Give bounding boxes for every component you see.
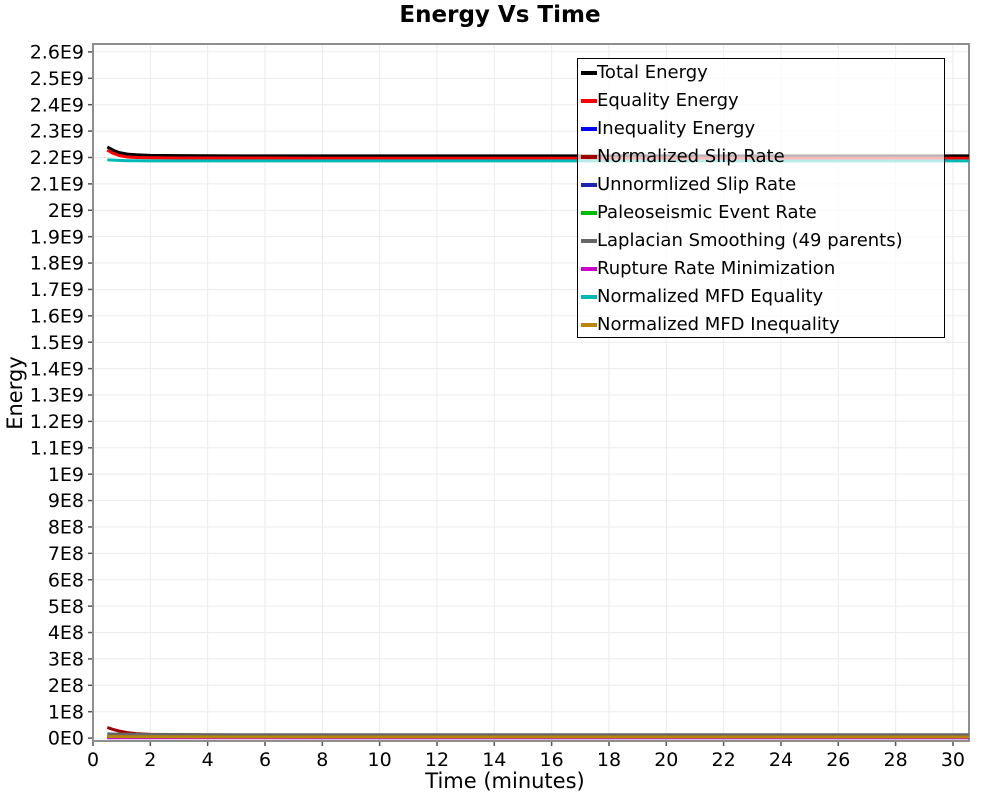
legend-label: Paleoseismic Event Rate — [597, 202, 817, 223]
legend-label: Total Energy — [597, 62, 708, 83]
x-axis-label: Time (minutes) — [425, 769, 585, 793]
x-tick-label: 26 — [826, 749, 850, 771]
legend-swatch — [581, 211, 597, 215]
y-tick-label: 5E8 — [48, 596, 84, 618]
chart-title: Energy Vs Time — [399, 2, 601, 28]
legend-label: Unnormlized Slip Rate — [597, 174, 797, 195]
legend-item-laplacian-smoothing-49-parents-: Laplacian Smoothing (49 parents) — [581, 227, 944, 255]
legend-label: Normalized Slip Rate — [597, 146, 785, 167]
y-tick-label: 4E8 — [48, 622, 84, 644]
x-tick-label: 20 — [654, 749, 678, 771]
x-tick-label: 4 — [202, 749, 214, 771]
x-tick-label: 18 — [597, 749, 621, 771]
legend-label: Normalized MFD Equality — [597, 286, 824, 307]
y-tick-label: 2E9 — [48, 200, 84, 222]
series-line-normalized-mfd-inequality — [107, 735, 969, 739]
y-tick-label: 8E8 — [48, 517, 84, 539]
y-tick-label: 0E0 — [48, 728, 84, 750]
y-tick-label: 3E8 — [48, 649, 84, 671]
y-tick-label: 2.6E9 — [30, 42, 84, 64]
legend-item-normalized-mfd-inequality: Normalized MFD Inequality — [581, 311, 944, 339]
y-tick-label: 1.4E9 — [30, 358, 84, 380]
x-tick-label: 28 — [884, 749, 908, 771]
x-tick-label: 0 — [87, 749, 99, 771]
y-tick-label: 6E8 — [48, 569, 84, 591]
y-axis-label: Energy — [3, 356, 27, 430]
legend-label: Laplacian Smoothing (49 parents) — [597, 230, 903, 251]
legend-swatch — [581, 71, 597, 75]
y-tick-label: 7E8 — [48, 543, 84, 565]
legend-label: Equality Energy — [597, 90, 739, 111]
legend-item-unnormlized-slip-rate: Unnormlized Slip Rate — [581, 171, 944, 199]
axis-ticks — [88, 51, 954, 746]
y-tick-label: 1.1E9 — [30, 437, 84, 459]
y-tick-label: 2.5E9 — [30, 68, 84, 90]
y-tick-label: 2E8 — [48, 675, 84, 697]
x-tick-label: 8 — [316, 749, 328, 771]
legend-item-normalized-mfd-equality: Normalized MFD Equality — [581, 283, 944, 311]
x-tick-label: 14 — [482, 749, 506, 771]
legend-label: Inequality Energy — [597, 118, 756, 139]
x-tick-label: 2 — [144, 749, 156, 771]
legend-label: Rupture Rate Minimization — [597, 258, 836, 279]
y-tick-label: 2.1E9 — [30, 174, 84, 196]
y-tick-label: 9E8 — [48, 490, 84, 512]
x-tick-label: 10 — [368, 749, 392, 771]
legend-item-inequality-energy: Inequality Energy — [581, 115, 944, 143]
x-tick-label: 24 — [769, 749, 793, 771]
legend-item-equality-energy: Equality Energy — [581, 87, 944, 115]
y-tick-label: 1E8 — [48, 701, 84, 723]
y-tick-label: 2.3E9 — [30, 121, 84, 143]
y-tick-label: 1.3E9 — [30, 385, 84, 407]
legend: Total Energy Equality Energy Inequality En… — [577, 58, 945, 338]
y-tick-label: 1.2E9 — [30, 411, 84, 433]
y-tick-label: 1.8E9 — [30, 253, 84, 275]
legend-swatch — [581, 155, 597, 159]
legend-swatch — [581, 127, 597, 131]
legend-item-paleoseismic-event-rate: Paleoseismic Event Rate — [581, 199, 944, 227]
tick-labels: 0E0 1E8 2E8 3E8 4E8 5E8 6E8 7E8 8E8 9E8 1E9 1.1E9 1.… — [30, 42, 965, 771]
legend-label: Normalized MFD Inequality — [597, 314, 840, 335]
y-tick-label: 1.6E9 — [30, 305, 84, 327]
y-tick-label: 1.9E9 — [30, 226, 84, 248]
x-tick-label: 6 — [259, 749, 271, 771]
legend-swatch — [581, 99, 597, 103]
y-tick-label: 2.4E9 — [30, 94, 84, 116]
legend-swatch — [581, 183, 597, 187]
y-tick-label: 1.5E9 — [30, 332, 84, 354]
x-tick-label: 12 — [425, 749, 449, 771]
x-tick-label: 22 — [712, 749, 736, 771]
y-tick-label: 2.2E9 — [30, 147, 84, 169]
legend-item-normalized-slip-rate: Normalized Slip Rate — [581, 143, 944, 171]
legend-item-total-energy: Total Energy — [581, 59, 944, 87]
plot-frame — [92, 43, 970, 742]
legend-swatch — [581, 239, 597, 243]
x-tick-label: 30 — [941, 749, 965, 771]
legend-swatch — [581, 295, 597, 299]
series-line-laplacian-smoothing-49-parents- — [107, 732, 969, 737]
x-tick-label: 16 — [540, 749, 564, 771]
legend-item-rupture-rate-minimization: Rupture Rate Minimization — [581, 255, 944, 283]
legend-swatch — [581, 267, 597, 271]
y-tick-label: 1.7E9 — [30, 279, 84, 301]
y-tick-label: 1E9 — [48, 464, 84, 486]
legend-swatch — [581, 323, 597, 327]
